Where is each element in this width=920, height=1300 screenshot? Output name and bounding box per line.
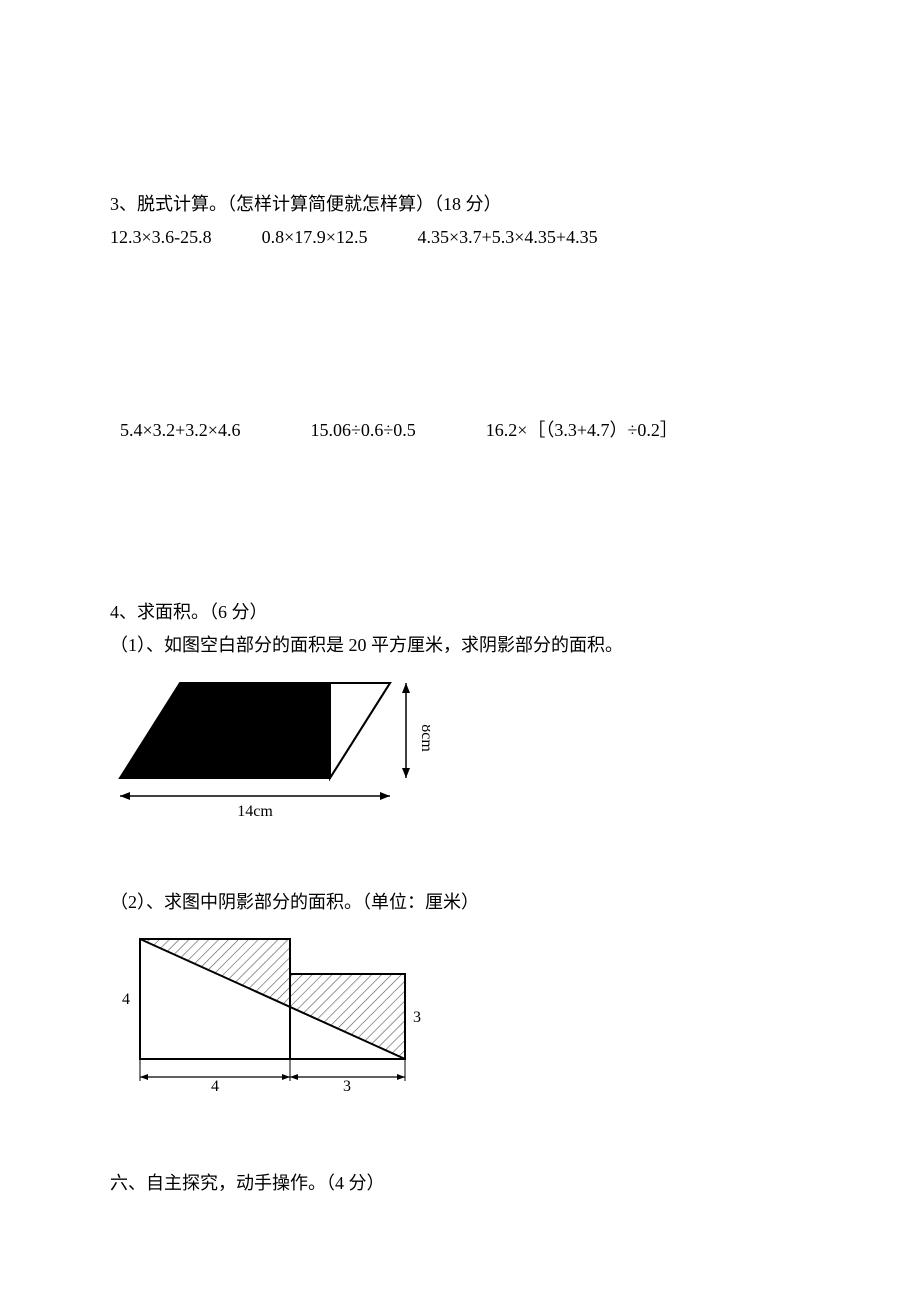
fig2-left-width: 4 <box>211 1078 219 1095</box>
q3-row2: 5.4×3.2+3.2×4.6 15.06÷0.6÷0.5 16.2×［（3.3… <box>110 416 810 445</box>
q3-eq3: 4.35×3.7+5.3×4.35+4.35 <box>417 223 597 252</box>
parallelogram-diagram: 14cm 8cm <box>110 678 430 828</box>
q3-eq2: 0.8×17.9×12.5 <box>262 223 368 252</box>
q4-sub1-text: （1）、如图空白部分的面积是 20 平方厘米，求阴影部分的面积。 <box>110 631 810 660</box>
fig1-height-label: 8cm <box>418 724 430 752</box>
q3-eq5: 15.06÷0.6÷0.5 <box>310 416 415 445</box>
q3-row1: 12.3×3.6-25.8 0.8×17.9×12.5 4.35×3.7+5.3… <box>110 223 810 252</box>
fig2-right-height: 3 <box>413 1009 421 1026</box>
fig1-base-label: 14cm <box>237 803 273 820</box>
q4-figure1: 14cm 8cm <box>110 678 810 828</box>
q4-sub2-text: （2）、求图中阴影部分的面积。（单位：厘米） <box>110 888 810 917</box>
q3-header: 3、脱式计算。（怎样计算简便就怎样算）（18 分） <box>110 190 810 219</box>
q6-header: 六、自主探究，动手操作。（4 分） <box>110 1169 810 1198</box>
q3-eq4: 5.4×3.2+3.2×4.6 <box>120 416 240 445</box>
q4-figure2: 4 3 4 3 <box>110 929 810 1099</box>
fig2-right-width: 3 <box>343 1078 351 1095</box>
q4-header: 4、求面积。（6 分） <box>110 598 810 627</box>
q3-eq6: 16.2×［（3.3+4.7）÷0.2］ <box>486 416 678 445</box>
fig2-left-height: 4 <box>122 991 130 1008</box>
composite-squares-diagram: 4 3 4 3 <box>110 929 430 1099</box>
q3-eq1: 12.3×3.6-25.8 <box>110 223 212 252</box>
